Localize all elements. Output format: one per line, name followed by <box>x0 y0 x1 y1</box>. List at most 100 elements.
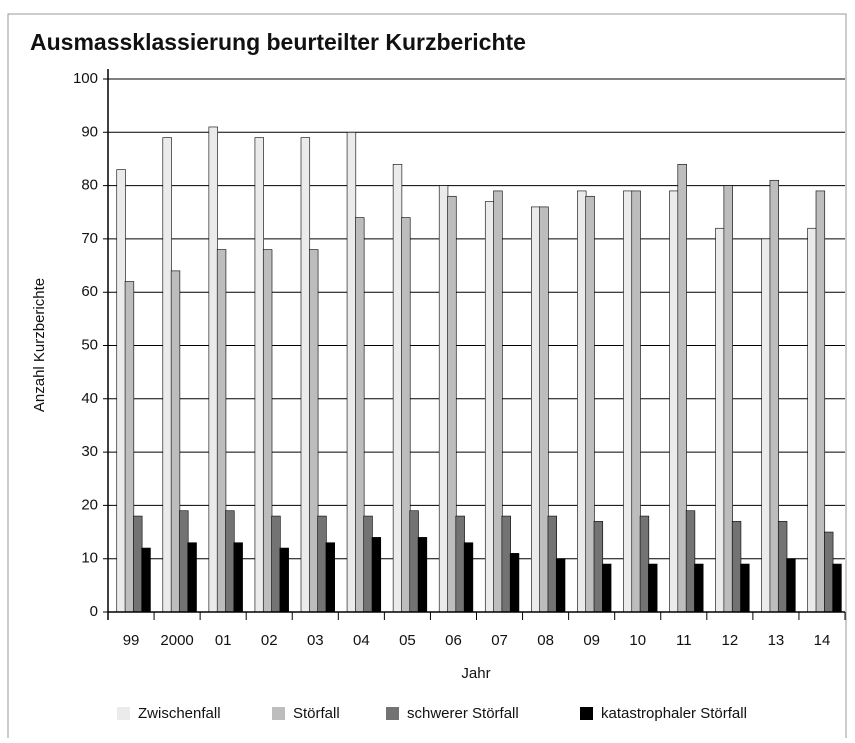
y-tick-label: 70 <box>81 230 98 247</box>
x-tick-label: 14 <box>814 632 831 649</box>
x-tick-label: 01 <box>215 632 232 649</box>
bar <box>602 563 612 613</box>
bar <box>593 521 604 613</box>
bar <box>225 510 235 613</box>
bar <box>170 270 181 613</box>
x-tick-label: 12 <box>722 632 739 649</box>
y-axis-label: Anzahl Kurzberichte <box>31 278 48 412</box>
bar <box>279 547 289 613</box>
bar <box>815 190 826 613</box>
bar <box>363 515 373 613</box>
legend-swatch <box>580 707 593 720</box>
bar <box>786 558 796 613</box>
bar <box>769 179 779 613</box>
y-tick-label: 100 <box>73 70 98 87</box>
bar <box>447 195 457 613</box>
bar <box>539 206 549 613</box>
bar <box>233 542 243 613</box>
bar <box>577 190 587 613</box>
x-tick-label: 02 <box>261 632 278 649</box>
bar <box>208 126 218 613</box>
x-tick-label: 04 <box>353 632 370 649</box>
y-tick-label: 0 <box>90 603 98 620</box>
bar <box>124 281 135 613</box>
legend-label: Störfall <box>293 705 340 722</box>
x-tick-label: 13 <box>768 632 785 649</box>
bar <box>648 563 658 613</box>
bar <box>740 563 750 613</box>
bar <box>631 190 641 613</box>
bar <box>669 190 679 613</box>
bar <box>484 201 495 613</box>
bar <box>300 137 311 613</box>
bar <box>162 137 172 613</box>
y-tick-label: 20 <box>81 496 98 513</box>
bar <box>824 531 834 613</box>
bar <box>807 227 817 613</box>
bar <box>179 510 189 613</box>
y-tick-label: 10 <box>81 550 98 567</box>
x-tick-label: 11 <box>676 632 692 649</box>
bar <box>509 553 520 613</box>
legend-label: schwerer Störfall <box>407 705 519 722</box>
bar <box>262 249 273 613</box>
legend-swatch <box>272 707 285 720</box>
bar <box>325 542 335 613</box>
bar <box>346 132 357 613</box>
x-tick-label: 09 <box>583 632 600 649</box>
bar <box>254 137 264 613</box>
bar <box>677 163 687 613</box>
bar <box>417 537 428 613</box>
bar <box>723 185 733 613</box>
y-tick-label: 50 <box>81 336 98 353</box>
bar <box>685 510 696 613</box>
y-tick-label: 80 <box>81 177 98 194</box>
x-tick-label: 07 <box>491 632 508 649</box>
y-tick-label: 40 <box>81 390 98 407</box>
legend-label: Zwischenfall <box>138 705 221 722</box>
legend-swatch <box>386 707 399 720</box>
bar <box>623 190 633 613</box>
bar <box>355 217 365 613</box>
bar <box>832 563 842 613</box>
bar <box>455 515 465 613</box>
bar <box>116 169 126 613</box>
bar <box>694 563 704 613</box>
bar <box>585 195 595 613</box>
bar <box>401 217 411 613</box>
bar <box>371 537 382 613</box>
bar <box>409 510 419 613</box>
bar <box>187 542 197 613</box>
bar <box>141 547 151 613</box>
bar <box>531 206 541 613</box>
bar <box>216 249 227 613</box>
x-tick-label: 10 <box>629 632 646 649</box>
bar <box>731 521 742 613</box>
bar <box>309 249 319 613</box>
frame <box>7 13 847 743</box>
bar <box>555 558 566 613</box>
chart-title: Ausmassklassierung beurteilter Kurzberic… <box>30 29 526 55</box>
bar <box>547 515 557 613</box>
x-tick-label: 08 <box>537 632 554 649</box>
y-tick-label: 90 <box>81 123 98 140</box>
y-tick-label: 30 <box>81 443 98 460</box>
bar <box>392 163 403 613</box>
x-tick-label: 99 <box>123 632 140 649</box>
y-tick-label: 60 <box>81 283 98 300</box>
bar <box>133 515 143 613</box>
x-axis-label: Jahr <box>461 665 490 682</box>
bar <box>438 185 449 613</box>
legend-label: katastrophaler Störfall <box>601 705 747 722</box>
bar <box>761 238 771 613</box>
x-tick-label: 2000 <box>160 632 193 649</box>
x-tick-label: 03 <box>307 632 324 649</box>
legend-swatch <box>117 707 130 720</box>
x-tick-label: 06 <box>445 632 462 649</box>
bar <box>715 227 725 613</box>
bar <box>463 542 474 613</box>
x-tick-label: 05 <box>399 632 416 649</box>
bar <box>501 515 511 613</box>
bar <box>317 515 327 613</box>
